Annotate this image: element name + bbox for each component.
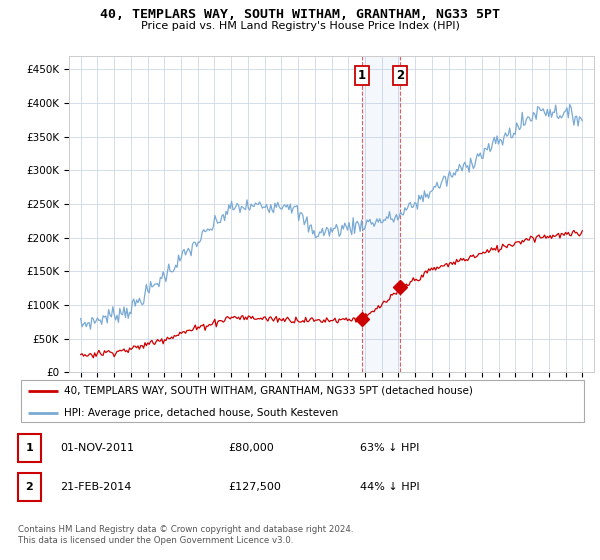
Text: HPI: Average price, detached house, South Kesteven: HPI: Average price, detached house, Sout… (64, 408, 338, 418)
Text: 21-FEB-2014: 21-FEB-2014 (60, 482, 131, 492)
FancyBboxPatch shape (21, 380, 584, 422)
FancyBboxPatch shape (18, 434, 41, 462)
Text: 40, TEMPLARS WAY, SOUTH WITHAM, GRANTHAM, NG33 5PT (detached house): 40, TEMPLARS WAY, SOUTH WITHAM, GRANTHAM… (64, 386, 472, 396)
Text: 40, TEMPLARS WAY, SOUTH WITHAM, GRANTHAM, NG33 5PT: 40, TEMPLARS WAY, SOUTH WITHAM, GRANTHAM… (100, 8, 500, 21)
Text: 2: 2 (397, 69, 404, 82)
Text: 2: 2 (26, 482, 33, 492)
Text: 1: 1 (26, 443, 33, 453)
Text: 01-NOV-2011: 01-NOV-2011 (60, 443, 134, 453)
Text: 44% ↓ HPI: 44% ↓ HPI (360, 482, 419, 492)
Text: Contains HM Land Registry data © Crown copyright and database right 2024.
This d: Contains HM Land Registry data © Crown c… (18, 525, 353, 545)
FancyBboxPatch shape (18, 473, 41, 501)
Bar (362, 56, 400, 372)
Text: 63% ↓ HPI: 63% ↓ HPI (360, 443, 419, 453)
Text: £80,000: £80,000 (228, 443, 274, 453)
Text: 1: 1 (358, 69, 366, 82)
Text: Price paid vs. HM Land Registry's House Price Index (HPI): Price paid vs. HM Land Registry's House … (140, 21, 460, 31)
Text: £127,500: £127,500 (228, 482, 281, 492)
